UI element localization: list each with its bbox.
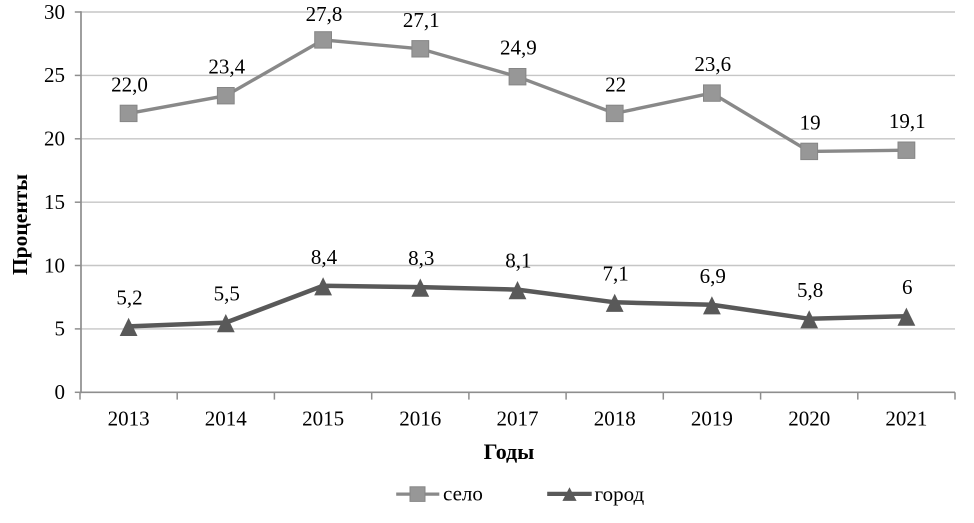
svg-text:22,0: 22,0 xyxy=(111,72,148,96)
svg-text:2019: 2019 xyxy=(691,407,733,431)
svg-text:7,1: 7,1 xyxy=(602,261,628,285)
svg-text:Проценты: Проценты xyxy=(8,174,32,275)
svg-text:30: 30 xyxy=(44,0,65,24)
svg-text:2018: 2018 xyxy=(594,407,636,431)
svg-text:6: 6 xyxy=(902,275,913,299)
svg-text:19,1: 19,1 xyxy=(889,109,926,133)
svg-text:2014: 2014 xyxy=(205,407,248,431)
svg-text:25: 25 xyxy=(44,63,65,87)
svg-text:8,1: 8,1 xyxy=(505,249,531,273)
svg-text:2016: 2016 xyxy=(399,407,441,431)
svg-text:20: 20 xyxy=(44,127,65,151)
svg-text:0: 0 xyxy=(55,380,66,404)
svg-text:24,9: 24,9 xyxy=(500,36,537,60)
svg-text:15: 15 xyxy=(44,190,65,214)
svg-text:23,4: 23,4 xyxy=(208,55,245,79)
svg-text:27,1: 27,1 xyxy=(403,8,440,32)
svg-text:2015: 2015 xyxy=(302,407,344,431)
svg-text:19: 19 xyxy=(800,110,821,134)
svg-text:5,8: 5,8 xyxy=(797,278,823,302)
svg-text:Годы: Годы xyxy=(484,439,535,464)
svg-text:город: город xyxy=(595,482,645,506)
svg-text:27,8: 27,8 xyxy=(306,2,343,26)
svg-text:2017: 2017 xyxy=(497,407,539,431)
svg-text:8,4: 8,4 xyxy=(311,245,338,269)
svg-text:село: село xyxy=(443,482,483,506)
svg-text:6,9: 6,9 xyxy=(700,264,726,288)
svg-text:5,2: 5,2 xyxy=(116,285,142,309)
svg-text:5,5: 5,5 xyxy=(214,282,240,306)
svg-text:2013: 2013 xyxy=(108,407,150,431)
svg-text:23,6: 23,6 xyxy=(694,52,731,76)
svg-text:2021: 2021 xyxy=(885,407,927,431)
svg-text:8,3: 8,3 xyxy=(408,246,434,270)
svg-text:2020: 2020 xyxy=(788,407,830,431)
svg-text:22: 22 xyxy=(605,72,626,96)
svg-text:10: 10 xyxy=(44,253,65,277)
svg-text:5: 5 xyxy=(55,317,66,341)
